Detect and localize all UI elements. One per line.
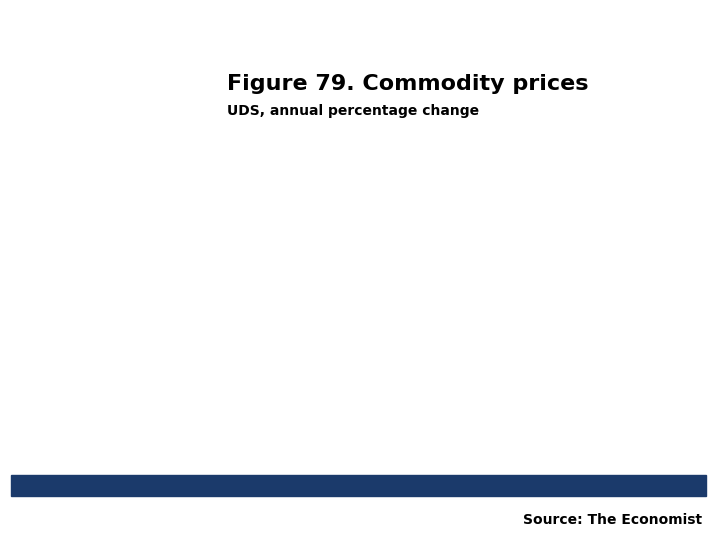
Text: Source: The Economist: Source: The Economist xyxy=(523,512,702,526)
Text: UDS, annual percentage change: UDS, annual percentage change xyxy=(227,104,479,118)
Bar xyxy=(11,475,706,496)
Text: RIKSBANK: RIKSBANK xyxy=(652,84,683,89)
Text: SVERIGES: SVERIGES xyxy=(652,75,683,80)
Text: Figure 79. Commodity prices: Figure 79. Commodity prices xyxy=(227,73,588,94)
